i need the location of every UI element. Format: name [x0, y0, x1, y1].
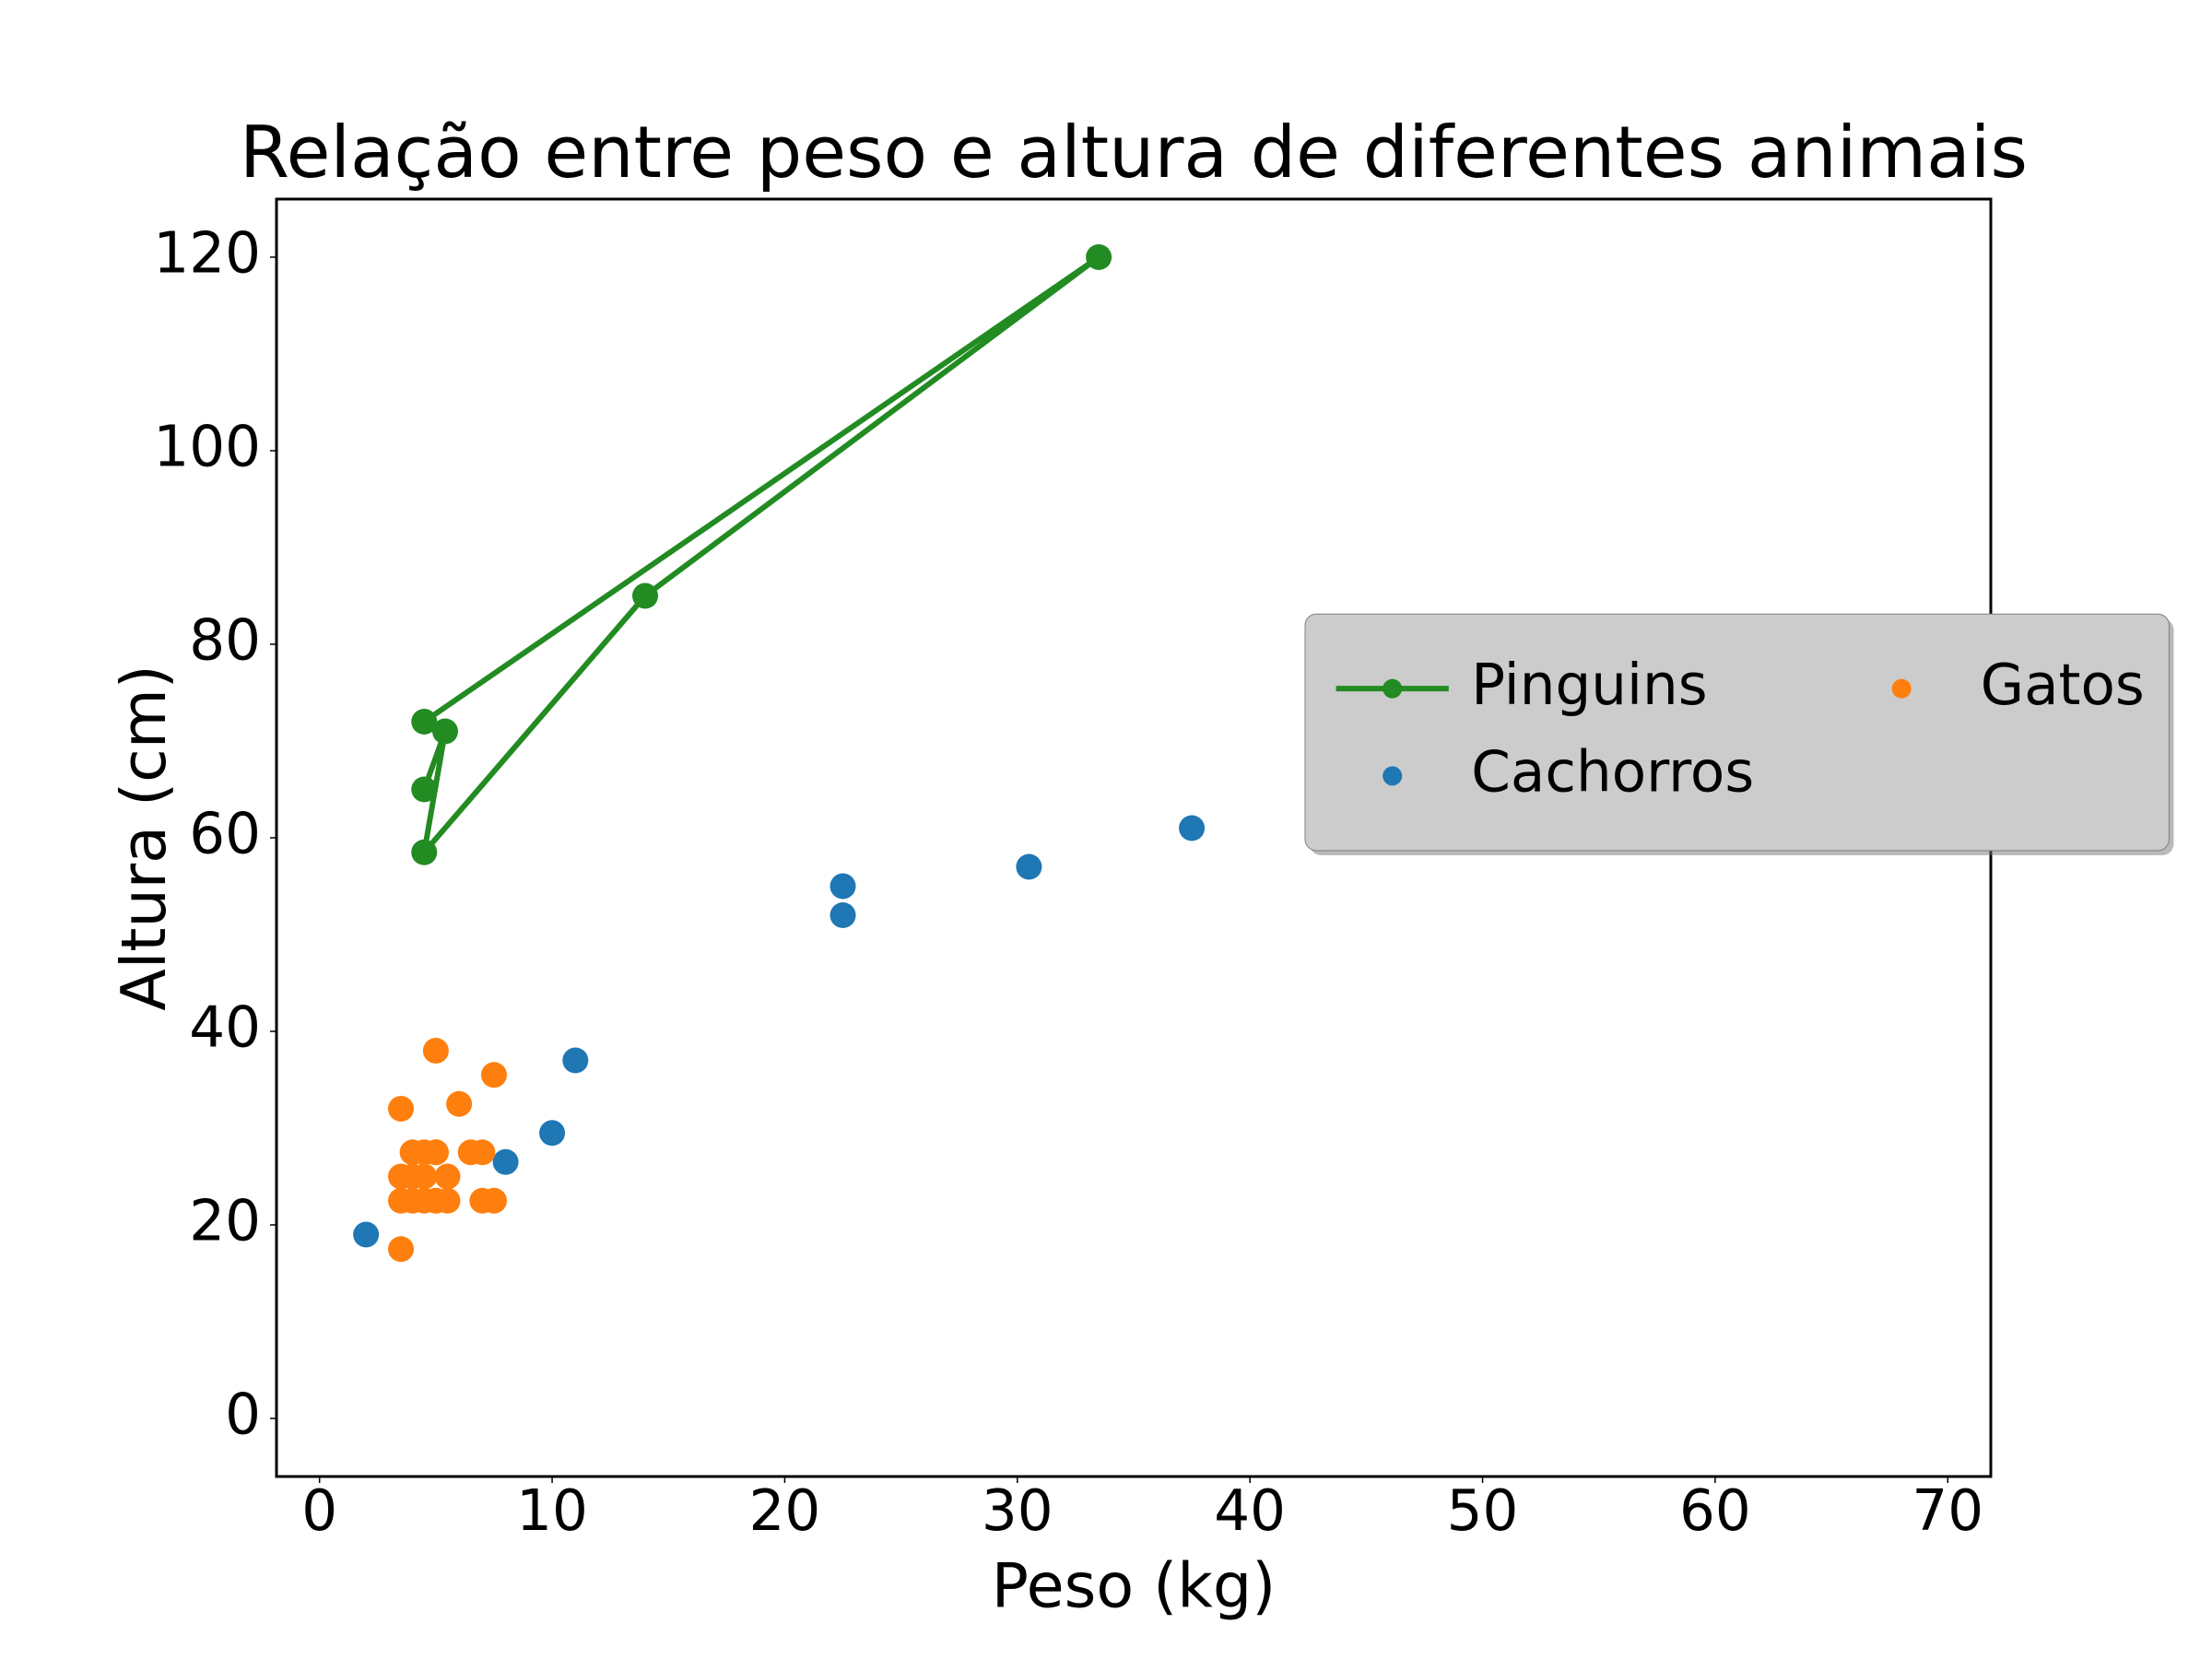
- x-tick-label: 10: [516, 1478, 588, 1544]
- y-tick-label: 0: [225, 1382, 261, 1448]
- series-cachorros-marker: [1179, 816, 1205, 841]
- x-tick-label: 50: [1447, 1478, 1519, 1544]
- series-gatos-marker: [434, 1164, 460, 1190]
- series-pinguins-marker: [1086, 244, 1112, 270]
- series-cachorros-marker: [830, 874, 856, 900]
- chart-container: 0 10 20 30 40 50 60 70 Peso (kg) 0 20 40 60 80 100 120 A…: [0, 0, 2212, 1659]
- y-tick-label: 40: [189, 995, 261, 1061]
- series-gatos-marker: [481, 1188, 507, 1214]
- legend-label: Cachorros: [1471, 739, 1754, 805]
- series-gatos-marker: [458, 1139, 484, 1165]
- y-tick-label: 120: [153, 221, 261, 287]
- series-cachorros-marker: [493, 1149, 519, 1175]
- legend: Pinguins Cachorros Gatos: [1305, 614, 2173, 855]
- series-gatos-marker: [388, 1096, 414, 1122]
- series-gatos-marker: [411, 1164, 437, 1190]
- x-axis-label: Peso (kg): [992, 1550, 1276, 1622]
- series-gatos-marker: [423, 1038, 449, 1064]
- series-cachorros-marker: [562, 1048, 588, 1074]
- y-tick-label: 20: [189, 1189, 261, 1254]
- x-tick-label: 0: [301, 1478, 337, 1544]
- series-pinguins-marker: [632, 583, 658, 609]
- y-tick-label: 60: [189, 802, 261, 867]
- series-cachorros-marker: [830, 902, 856, 928]
- chart-title: Relação entre peso e altura de diferente…: [240, 112, 2028, 194]
- series-cachorros-marker: [353, 1222, 379, 1248]
- series-gatos-marker: [434, 1188, 460, 1214]
- series-gatos-marker: [388, 1236, 414, 1262]
- series-pinguins-marker: [432, 719, 458, 745]
- legend-label: Pinguins: [1471, 653, 1707, 718]
- series-gatos-marker: [400, 1188, 426, 1214]
- x-tick-label: 70: [1912, 1478, 1983, 1544]
- series-pinguins-marker: [411, 777, 437, 803]
- legend-label: Gatos: [1981, 653, 2145, 718]
- series-gatos-marker: [481, 1062, 507, 1088]
- x-tick-label: 20: [749, 1478, 821, 1544]
- x-tick-label: 30: [982, 1478, 1053, 1544]
- y-tick-label: 100: [153, 415, 261, 480]
- y-axis-label: Altura (cm): [108, 665, 180, 1011]
- series-gatos-marker: [411, 1139, 437, 1165]
- y-tick-label: 80: [189, 608, 261, 674]
- x-tick-label: 40: [1214, 1478, 1286, 1544]
- series-gatos-marker: [446, 1091, 472, 1117]
- chart-svg: 0 10 20 30 40 50 60 70 Peso (kg) 0 20 40 60 80 100 120 A…: [0, 0, 2212, 1659]
- series-pinguins-marker: [411, 840, 437, 865]
- series-cachorros-marker: [539, 1120, 565, 1146]
- series-cachorros-marker: [1016, 854, 1041, 880]
- x-tick-label: 60: [1679, 1478, 1751, 1544]
